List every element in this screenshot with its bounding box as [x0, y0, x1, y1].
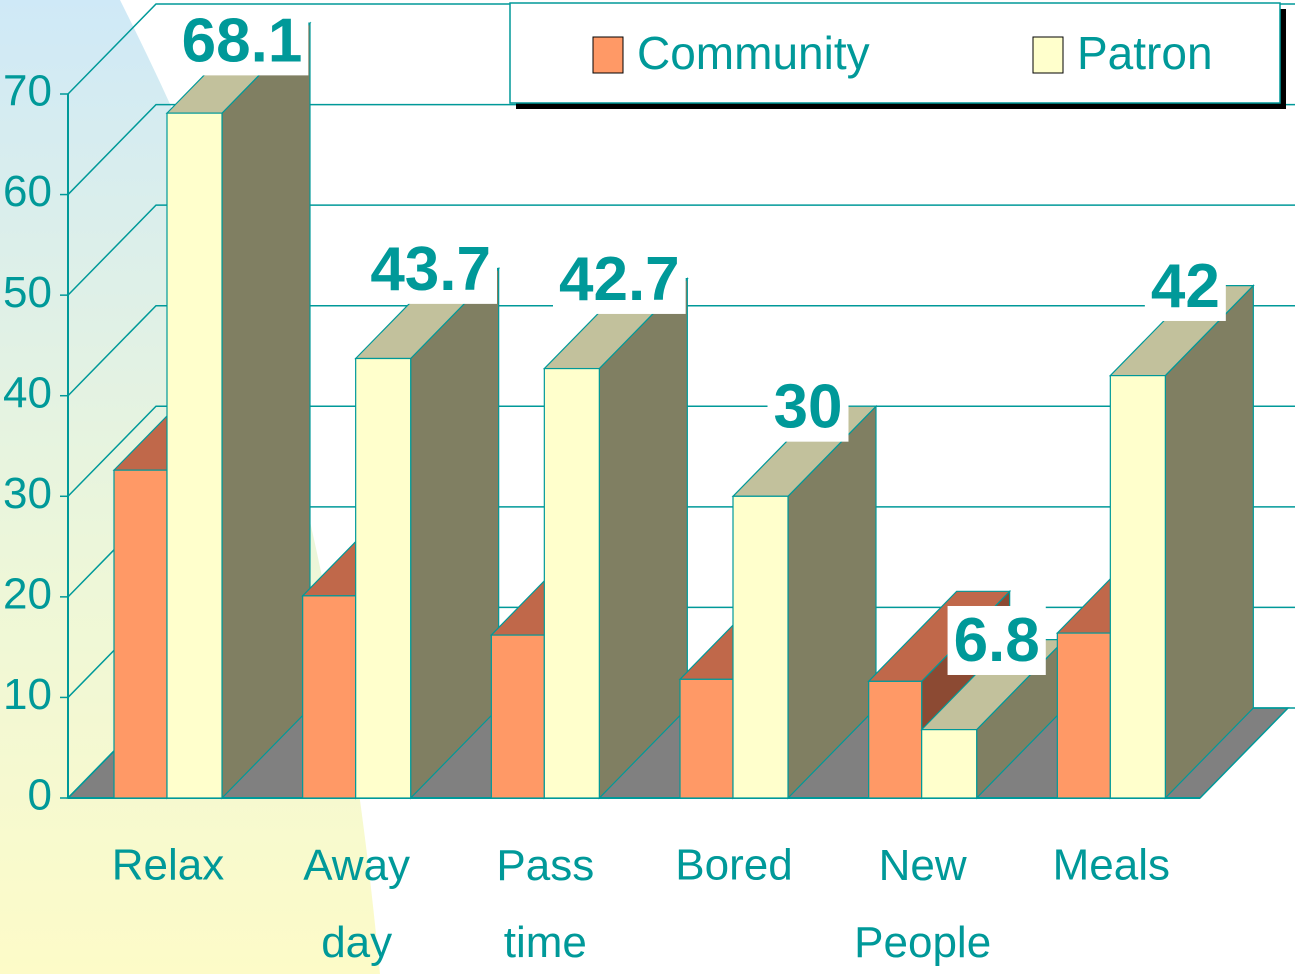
bar-front [1109, 375, 1166, 799]
bar-front [302, 595, 357, 799]
data-label-box [767, 372, 849, 442]
bar [731, 404, 878, 800]
x-tick-label: New People [854, 841, 991, 967]
data-label: 68.1 [182, 6, 303, 75]
x-tick-label: Away day [303, 841, 410, 967]
y-tick-label: 30 [3, 469, 52, 518]
bar-side [410, 267, 500, 800]
x-tick-label: Meals [1053, 841, 1170, 890]
bar [165, 21, 312, 800]
grid-line [67, 405, 1295, 497]
data-label-box [1144, 251, 1226, 321]
bar-front [166, 112, 223, 799]
legend-label: Community [637, 27, 870, 79]
bar [542, 277, 689, 800]
bar-front [543, 367, 600, 799]
bar-side [598, 277, 688, 800]
data-label: 43.7 [370, 235, 491, 304]
x-tick-label: Bored [675, 841, 792, 890]
y-tick-label: 60 [3, 167, 52, 216]
data-label-box [552, 244, 686, 314]
y-tick-label: 40 [3, 368, 52, 417]
data-label-box [364, 234, 498, 304]
bar-front [921, 729, 978, 799]
legend [509, 2, 1281, 104]
x-tick-label: Relax [112, 841, 225, 890]
data-label: 42.7 [559, 245, 680, 314]
bar-front [732, 495, 789, 799]
y-tick-label: 50 [3, 268, 52, 317]
bar-front [868, 680, 923, 799]
data-label: 30 [774, 373, 843, 442]
data-label-box [175, 6, 309, 76]
bar-front [355, 357, 412, 799]
data-label: 42 [1151, 252, 1220, 321]
bar-side [221, 21, 311, 800]
data-label-box [947, 605, 1046, 675]
legend-swatch [1032, 36, 1064, 74]
bar [354, 267, 501, 800]
legend-swatch [592, 36, 624, 74]
y-tick-label: 20 [3, 569, 52, 618]
legend-label: Patron [1077, 27, 1213, 79]
data-label: 6.8 [954, 606, 1040, 675]
grid-line [67, 304, 1295, 397]
x-tick-label: Pass time [496, 841, 594, 967]
bar-front [113, 469, 168, 799]
bar-front [1056, 632, 1111, 799]
bar [1108, 284, 1255, 800]
y-tick-label: 0 [28, 771, 52, 820]
bar-front [679, 678, 734, 799]
grid-line [67, 204, 1295, 296]
y-tick-label: 70 [3, 67, 52, 116]
bar-front [490, 634, 545, 799]
y-tick-label: 10 [3, 670, 52, 719]
